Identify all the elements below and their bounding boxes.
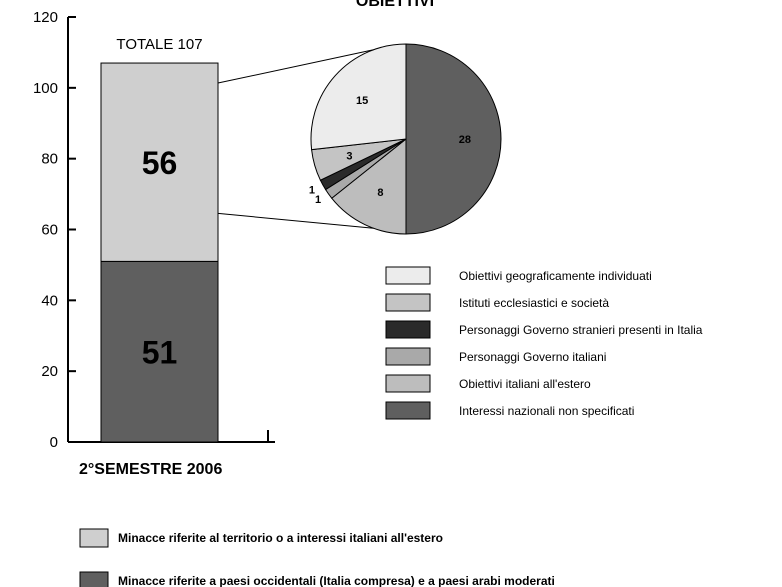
bar-total-label: TOTALE 107 bbox=[116, 36, 202, 53]
bar-legend-label: Minacce riferite a paesi occidentali (It… bbox=[118, 574, 555, 587]
y-tick-label: 60 bbox=[41, 222, 58, 239]
bar-segment-1 bbox=[100, 62, 219, 262]
pie-legend-label: Personaggi Governo italiani bbox=[459, 350, 606, 364]
bar-legend: Minacce riferite al territorio o a inter… bbox=[79, 528, 555, 587]
pie-slice-value-label: 1 bbox=[315, 194, 321, 206]
chart-title: OBIETTIVI bbox=[356, 0, 434, 10]
pie-slice-1 bbox=[331, 137, 407, 235]
pie-slice-value-label: 15 bbox=[356, 95, 368, 107]
pie-legend: Obiettivi geograficamente individuati Ist… bbox=[385, 266, 703, 420]
pie-legend-label: Obiettivi geograficamente individuati bbox=[459, 269, 652, 283]
y-tick-label: 0 bbox=[50, 434, 58, 451]
pie-chart: 28 8 11 3 15 bbox=[217, 43, 502, 235]
pie-slice-value-label: 1 bbox=[309, 184, 315, 196]
pie-legend-swatch bbox=[385, 320, 431, 339]
bar-segment-value-label: 56 bbox=[142, 145, 178, 181]
bar-legend-swatch bbox=[79, 528, 109, 548]
pie-slice-5 bbox=[310, 43, 407, 151]
pie-legend-swatch bbox=[385, 401, 431, 420]
pie-slice-value-label: 28 bbox=[459, 134, 471, 146]
bar-legend-swatch bbox=[79, 571, 109, 587]
y-tick-label: 100 bbox=[33, 80, 58, 97]
x-category-label: 2°SEMESTRE 2006 bbox=[79, 461, 222, 478]
pie-legend-label: Interessi nazionali non specificati bbox=[459, 404, 634, 418]
bar-segment-value-label: 51 bbox=[142, 335, 178, 371]
pie-legend-swatch bbox=[385, 266, 431, 285]
y-tick-label: 40 bbox=[41, 292, 58, 309]
pie-slice-0 bbox=[405, 43, 502, 235]
pie-slice-value-label: 8 bbox=[377, 187, 383, 199]
bar-legend-label: Minacce riferite al territorio o a inter… bbox=[118, 531, 443, 545]
pie-legend-label: Obiettivi italiani all'estero bbox=[459, 377, 591, 391]
connector-line-bottom bbox=[217, 212, 374, 229]
pie-legend-label: Istituti ecclesiastici e società bbox=[459, 296, 609, 310]
y-tick-label: 80 bbox=[41, 151, 58, 168]
bar-chart: 0 20 40 60 80 100 120 51 56 TOTALE 107 2°SEMESTRE … bbox=[33, 9, 275, 478]
connector-line-top bbox=[217, 49, 374, 84]
pie-legend-swatch bbox=[385, 347, 431, 366]
pie-legend-swatch bbox=[385, 293, 431, 312]
pie-legend-label: Personaggi Governo stranieri presenti in… bbox=[459, 323, 703, 337]
y-tick-label: 120 bbox=[33, 9, 58, 26]
y-tick-label: 20 bbox=[41, 363, 58, 380]
pie-slice-value-label: 3 bbox=[346, 150, 352, 162]
pie-legend-swatch bbox=[385, 374, 431, 393]
